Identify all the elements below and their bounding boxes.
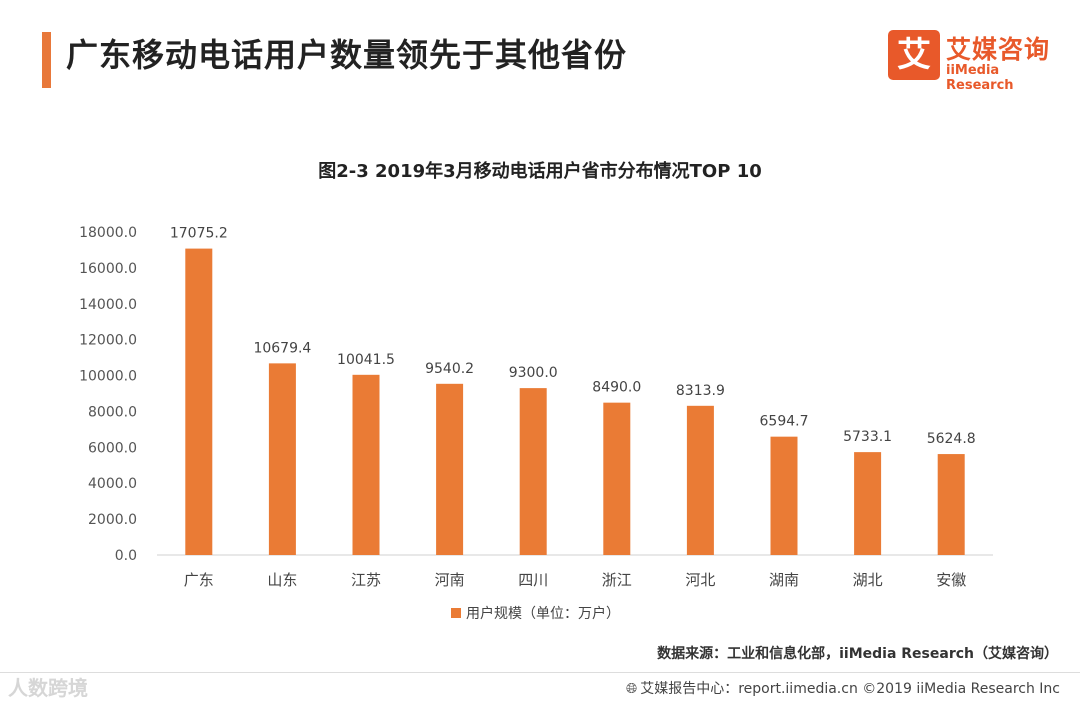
bar [937,454,965,555]
x-category-label: 江苏 [351,571,381,589]
x-category-label: 河南 [435,571,465,589]
bar [854,452,882,555]
y-tick-label: 2000.0 [88,512,137,528]
logo-name-cn: 艾媒咨询 [946,35,1051,64]
bar [603,402,631,555]
x-category-label: 广东 [184,571,214,589]
bar-value-label: 10679.4 [253,340,311,356]
x-category-label: 四川 [518,571,548,589]
bar [519,388,547,555]
y-tick-label: 18000.0 [79,225,137,241]
y-tick-label: 14000.0 [79,297,137,313]
page-title: 广东移动电话用户数量领先于其他省份 [66,36,628,74]
bar-value-label: 17075.2 [170,226,228,242]
legend-label: 用户规模（单位：万户） [466,605,620,622]
title-accent-bar [42,32,51,88]
bar [185,248,213,555]
bar [352,374,380,555]
x-category-label: 湖南 [769,571,799,589]
y-tick-label: 8000.0 [88,404,137,420]
legend-swatch [451,608,461,618]
x-category-label: 浙江 [602,571,632,589]
footer-divider [0,672,1080,673]
footer-text: 艾媒报告中心：report.iimedia.cn ©2019 iiMedia R… [640,681,1060,697]
y-tick-label: 12000.0 [79,333,137,349]
bar-value-label: 5733.1 [843,429,892,445]
bar-value-label: 6594.7 [760,414,809,430]
data-source: 数据来源：工业和信息化部，iiMedia Research（艾媒咨询） [657,646,1058,662]
bar-value-label: 8313.9 [676,383,725,399]
x-category-label: 河北 [685,571,715,589]
watermark: 人数跨境 [8,676,88,700]
bar [268,363,296,555]
y-tick-label: 4000.0 [88,476,137,492]
y-tick-label: 6000.0 [88,440,137,456]
bar-value-label: 8490.0 [592,380,641,396]
bar-value-label: 9300.0 [509,365,558,381]
y-tick-label: 0.0 [115,548,137,564]
x-category-label: 山东 [267,571,297,589]
logo-mark: 艾 [888,30,940,80]
bar-value-label: 5624.8 [927,431,976,447]
bar [436,383,464,555]
iimedia-logo: 艾 艾媒咨询 iiMedia Research [888,30,1058,93]
bar [770,436,798,555]
y-tick-label: 10000.0 [79,369,137,385]
bar-value-label: 9540.2 [425,361,474,377]
footer: 🌐︎ 艾媒报告中心：report.iimedia.cn ©2019 iiMedia… [626,678,1060,698]
y-tick-label: 16000.0 [79,261,137,277]
x-category-label: 安徽 [936,571,966,589]
bar-chart: 图2-3 2019年3月移动电话用户省市分布情况TOP 10 0.0 2000.0 4… [79,160,993,622]
chart-title: 图2-3 2019年3月移动电话用户省市分布情况TOP 10 [318,160,762,182]
bar [686,405,714,555]
globe-icon: 🌐︎ [626,681,638,697]
bar-value-label: 10041.5 [337,352,395,368]
x-category-label: 湖北 [853,571,883,589]
logo-name-en: iiMedia Research [946,63,1014,93]
